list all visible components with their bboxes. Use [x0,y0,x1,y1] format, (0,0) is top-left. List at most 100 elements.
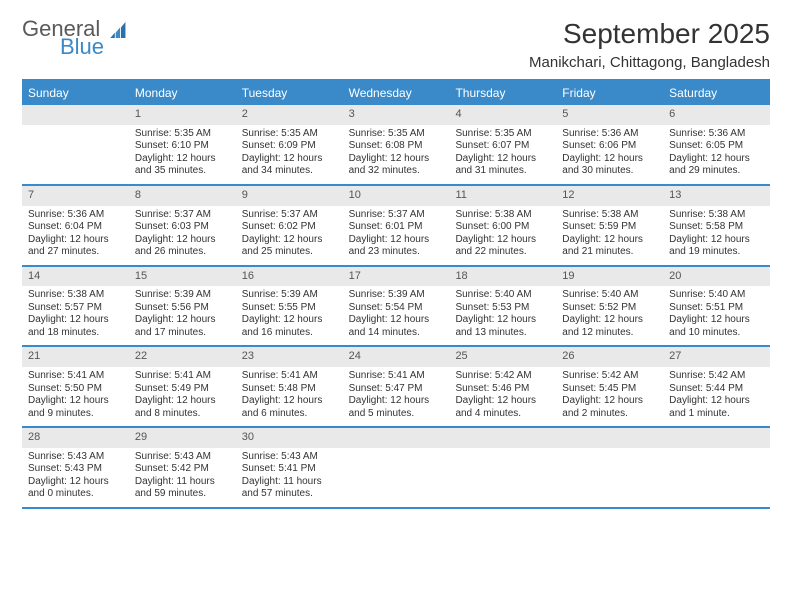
day-number: 1 [129,105,236,125]
day-number: 20 [663,267,770,287]
cell-body: Sunrise: 5:40 AMSunset: 5:53 PMDaylight:… [449,286,556,345]
calendar-cell: 15Sunrise: 5:39 AMSunset: 5:56 PMDayligh… [129,267,236,346]
daylight-text: Daylight: 12 hours and 4 minutes. [455,395,550,420]
day-number [449,428,556,448]
daylight-text: Daylight: 12 hours and 30 minutes. [562,153,657,178]
calendar-cell: 4Sunrise: 5:35 AMSunset: 6:07 PMDaylight… [449,105,556,184]
daylight-text: Daylight: 11 hours and 57 minutes. [242,476,337,501]
day-number: 13 [663,186,770,206]
sunrise-text: Sunrise: 5:43 AM [242,451,337,464]
day-number: 28 [22,428,129,448]
sunset-text: Sunset: 6:10 PM [135,140,230,153]
day-number: 25 [449,347,556,367]
sunrise-text: Sunrise: 5:36 AM [28,209,123,222]
sunset-text: Sunset: 5:50 PM [28,383,123,396]
sunset-text: Sunset: 6:06 PM [562,140,657,153]
calendar-cell: 8Sunrise: 5:37 AMSunset: 6:03 PMDaylight… [129,186,236,265]
calendar-cell: 19 Sunrise: 5:40 AMSunset: 5:52 PMDayligh… [556,267,663,346]
cell-body: Sunrise: 5:39 AMSunset: 5:55 PMDaylight:… [236,286,343,345]
day-number [556,428,663,448]
calendar-cell: 3Sunrise: 5:35 AMSunset: 6:08 PMDaylight… [343,105,450,184]
cell-body: Sunrise: 5:41 AMSunset: 5:48 PMDaylight:… [236,367,343,426]
calendar-cell: 9Sunrise: 5:37 AMSunset: 6:02 PMDaylight… [236,186,343,265]
daylight-text: Daylight: 12 hours and 18 minutes. [28,314,123,339]
page-subtitle: Manikchari, Chittagong, Bangladesh [529,54,770,71]
header: General Blue September 2025 Manikchari, … [22,18,770,71]
day-number: 3 [343,105,450,125]
sunset-text: Sunset: 6:07 PM [455,140,550,153]
day-number: 22 [129,347,236,367]
sunrise-text: Sunrise: 5:35 AM [242,128,337,141]
sunset-text: Sunset: 5:55 PM [242,302,337,315]
cell-body: Sunrise: 5:43 AMSunset: 5:43 PMDaylight:… [22,448,129,507]
sunrise-text: Sunrise: 5:40 AM [562,289,657,302]
day-number: 21 [22,347,129,367]
sunrise-text: Sunrise: 5:39 AM [242,289,337,302]
sunrise-text: Sunrise: 5:41 AM [349,370,444,383]
daylight-text: Daylight: 12 hours and 13 minutes. [455,314,550,339]
calendar-cell: 18Sunrise: 5:40 AMSunset: 5:53 PMDayligh… [449,267,556,346]
calendar-cell: 28Sunrise: 5:43 AMSunset: 5:43 PMDayligh… [22,428,129,507]
daylight-text: Daylight: 12 hours and 12 minutes. [562,314,657,339]
sunrise-text: Sunrise: 5:43 AM [28,451,123,464]
daylight-text: Daylight: 12 hours and 5 minutes. [349,395,444,420]
day-number [22,105,129,125]
calendar-week: 21Sunrise: 5:41 AMSunset: 5:50 PMDayligh… [22,347,770,428]
sunset-text: Sunset: 6:09 PM [242,140,337,153]
sunset-text: Sunset: 5:53 PM [455,302,550,315]
day-number: 19 [556,267,663,287]
daylight-text: Daylight: 12 hours and 23 minutes. [349,234,444,259]
cell-body: Sunrise: 5:39 AMSunset: 5:56 PMDaylight:… [129,286,236,345]
calendar-week: 1Sunrise: 5:35 AMSunset: 6:10 PMDaylight… [22,105,770,186]
daylight-text: Daylight: 12 hours and 17 minutes. [135,314,230,339]
daylight-text: Daylight: 12 hours and 26 minutes. [135,234,230,259]
calendar-cell: 2 Sunrise: 5:35 AMSunset: 6:09 PMDaylight… [236,105,343,184]
sunrise-text: Sunrise: 5:41 AM [242,370,337,383]
calendar-cell: 7Sunrise: 5:36 AMSunset: 6:04 PMDaylight… [22,186,129,265]
calendar-cell: 26Sunrise: 5:42 AMSunset: 5:45 PMDayligh… [556,347,663,426]
cell-body: Sunrise: 5:35 AMSunset: 6:07 PMDaylight:… [449,125,556,184]
day-number: 15 [129,267,236,287]
calendar-cell: 14Sunrise: 5:38 AMSunset: 5:57 PMDayligh… [22,267,129,346]
day-number: 24 [343,347,450,367]
calendar-cell [663,428,770,507]
cell-body: Sunrise: 5:36 AMSunset: 6:04 PMDaylight:… [22,206,129,265]
sunrise-text: Sunrise: 5:42 AM [455,370,550,383]
sunset-text: Sunset: 6:05 PM [669,140,764,153]
sunset-text: Sunset: 5:57 PM [28,302,123,315]
calendar-cell: 25Sunrise: 5:42 AMSunset: 5:46 PMDayligh… [449,347,556,426]
daylight-text: Daylight: 12 hours and 35 minutes. [135,153,230,178]
sunrise-text: Sunrise: 5:38 AM [562,209,657,222]
day-number: 14 [22,267,129,287]
cell-body: Sunrise: 5:36 AMSunset: 6:05 PMDaylight:… [663,125,770,184]
day-number [663,428,770,448]
sunset-text: Sunset: 6:04 PM [28,221,123,234]
sunrise-text: Sunrise: 5:41 AM [28,370,123,383]
sunrise-text: Sunrise: 5:40 AM [669,289,764,302]
daylight-text: Daylight: 12 hours and 19 minutes. [669,234,764,259]
calendar-cell: 10Sunrise: 5:37 AMSunset: 6:01 PMDayligh… [343,186,450,265]
daylight-text: Daylight: 12 hours and 2 minutes. [562,395,657,420]
sunset-text: Sunset: 5:51 PM [669,302,764,315]
sunset-text: Sunset: 6:08 PM [349,140,444,153]
day-number: 2 [236,105,343,125]
daylight-text: Daylight: 11 hours and 59 minutes. [135,476,230,501]
cell-body: Sunrise: 5:42 AMSunset: 5:46 PMDaylight:… [449,367,556,426]
cell-body: Sunrise: 5:38 AMSunset: 5:59 PMDaylight:… [556,206,663,265]
daylight-text: Daylight: 12 hours and 6 minutes. [242,395,337,420]
sunrise-text: Sunrise: 5:38 AM [455,209,550,222]
day-number [343,428,450,448]
daylight-text: Daylight: 12 hours and 10 minutes. [669,314,764,339]
daylight-text: Daylight: 12 hours and 16 minutes. [242,314,337,339]
cell-body: Sunrise: 5:39 AMSunset: 5:54 PMDaylight:… [343,286,450,345]
daylight-text: Daylight: 12 hours and 34 minutes. [242,153,337,178]
logo: General Blue [22,18,132,58]
calendar-cell: 29Sunrise: 5:43 AMSunset: 5:42 PMDayligh… [129,428,236,507]
cell-body: Sunrise: 5:40 AMSunset: 5:51 PMDaylight:… [663,286,770,345]
daylight-text: Daylight: 12 hours and 31 minutes. [455,153,550,178]
calendar-cell: 16Sunrise: 5:39 AMSunset: 5:55 PMDayligh… [236,267,343,346]
logo-word-blue: Blue [60,36,104,58]
sunset-text: Sunset: 5:52 PM [562,302,657,315]
sunrise-text: Sunrise: 5:37 AM [349,209,444,222]
sunset-text: Sunset: 5:42 PM [135,463,230,476]
